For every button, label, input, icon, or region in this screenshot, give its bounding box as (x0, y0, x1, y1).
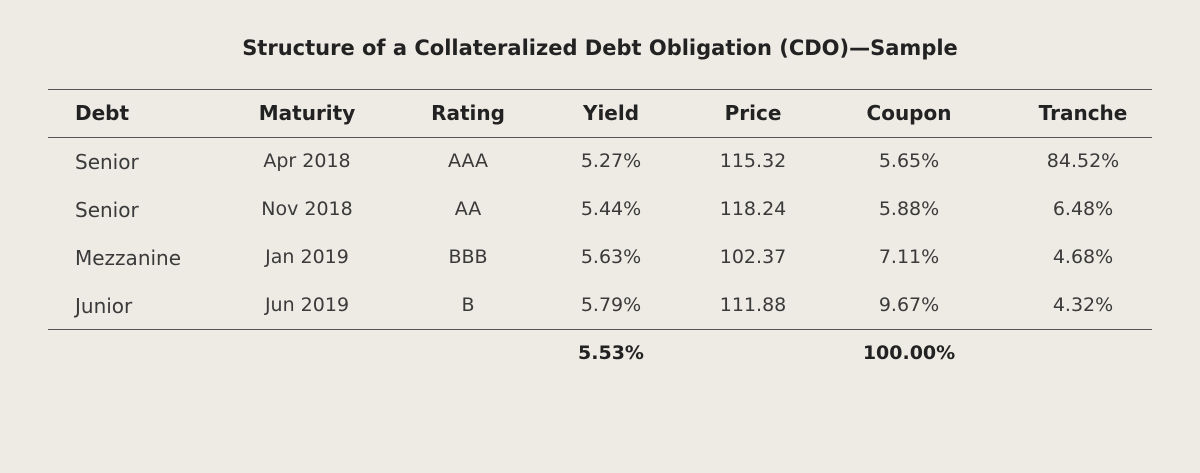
cell-tranche: 4.32% (1052, 294, 1114, 316)
cell-tranche: 6.48% (1052, 198, 1114, 220)
cell-yield: 5.44% (580, 198, 642, 220)
table-bottom-rule (48, 329, 1152, 330)
cell-rating: AAA (447, 150, 489, 172)
total-yield: 5.53% (578, 342, 644, 364)
cell-maturity: Nov 2018 (261, 198, 353, 220)
cell-tranche: 84.52% (1046, 150, 1120, 172)
header-rating: Rating (431, 101, 505, 125)
cell-tranche: 4.68% (1052, 246, 1114, 268)
cell-maturity: Jan 2019 (265, 246, 349, 268)
table-header-rule (48, 137, 1152, 138)
cell-yield: 5.27% (580, 150, 642, 172)
header-debt: Debt (75, 101, 130, 125)
header-yield: Yield (582, 101, 640, 125)
header-coupon: Coupon (866, 101, 952, 125)
cell-debt: Mezzanine (75, 246, 182, 270)
cell-price: 115.32 (719, 150, 787, 172)
header-maturity: Maturity (258, 101, 356, 125)
header-tranche: Tranche (1038, 101, 1128, 125)
cell-rating: AA (454, 198, 482, 220)
cell-rating: B (461, 294, 475, 316)
cell-price: 111.88 (719, 294, 787, 316)
cell-yield: 5.63% (580, 246, 642, 268)
cell-rating: BBB (448, 246, 488, 268)
cell-debt: Junior (75, 294, 133, 318)
page-title: Structure of a Collateralized Debt Oblig… (242, 36, 958, 60)
cell-coupon: 5.88% (878, 198, 940, 220)
cell-maturity: Apr 2018 (263, 150, 351, 172)
cell-coupon: 9.67% (878, 294, 940, 316)
cell-debt: Senior (75, 198, 139, 222)
cell-debt: Senior (75, 150, 139, 174)
cell-price: 102.37 (719, 246, 787, 268)
header-price: Price (724, 101, 782, 125)
cell-coupon: 5.65% (878, 150, 940, 172)
total-coupon: 100.00% (862, 342, 956, 364)
cell-yield: 5.79% (580, 294, 642, 316)
cell-maturity: Jun 2019 (264, 294, 350, 316)
cell-price: 118.24 (719, 198, 787, 220)
cell-coupon: 7.11% (878, 246, 940, 268)
table-top-rule (48, 89, 1152, 90)
